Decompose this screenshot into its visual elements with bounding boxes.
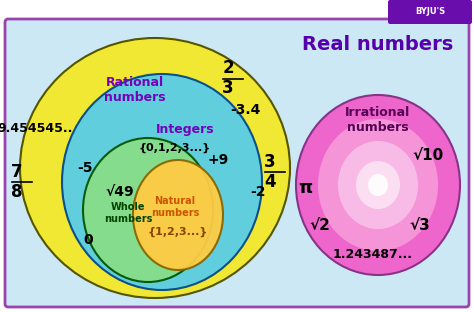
- Text: Whole
numbers: Whole numbers: [104, 202, 152, 224]
- Text: 7: 7: [11, 163, 23, 181]
- Text: -5: -5: [77, 161, 93, 175]
- Text: 2: 2: [222, 59, 234, 77]
- Text: 1.243487...: 1.243487...: [333, 248, 413, 261]
- Ellipse shape: [368, 174, 388, 196]
- Text: 3: 3: [222, 79, 234, 97]
- Ellipse shape: [83, 138, 213, 282]
- FancyBboxPatch shape: [388, 0, 472, 24]
- Text: 3: 3: [264, 153, 276, 171]
- Text: √10: √10: [412, 148, 444, 163]
- Text: π: π: [298, 179, 312, 197]
- Text: √3: √3: [410, 217, 430, 232]
- Text: Integers: Integers: [155, 124, 214, 137]
- Text: Rational
numbers: Rational numbers: [104, 76, 166, 104]
- Text: {1,2,3...}: {1,2,3...}: [148, 227, 208, 237]
- Text: -2: -2: [250, 185, 266, 199]
- Text: 8: 8: [11, 183, 23, 201]
- Text: 0: 0: [83, 233, 93, 247]
- Ellipse shape: [20, 38, 290, 298]
- Text: √49: √49: [106, 185, 134, 199]
- FancyBboxPatch shape: [5, 19, 469, 307]
- Ellipse shape: [318, 119, 438, 251]
- Text: Real numbers: Real numbers: [302, 36, 454, 55]
- Text: √2: √2: [310, 217, 330, 232]
- Text: +9: +9: [207, 153, 228, 167]
- Text: Natural
numbers: Natural numbers: [151, 196, 199, 218]
- Ellipse shape: [338, 141, 418, 229]
- Text: {0,1,2,3...}: {0,1,2,3...}: [139, 143, 211, 153]
- Text: 9.454545..: 9.454545..: [0, 121, 73, 134]
- Ellipse shape: [62, 74, 262, 290]
- Ellipse shape: [356, 161, 400, 209]
- Text: BYJU'S: BYJU'S: [415, 7, 445, 17]
- Text: 4: 4: [264, 173, 276, 191]
- Ellipse shape: [296, 95, 460, 275]
- Ellipse shape: [133, 160, 223, 270]
- Text: -3.4: -3.4: [230, 103, 260, 117]
- Text: Irrational
numbers: Irrational numbers: [346, 106, 410, 134]
